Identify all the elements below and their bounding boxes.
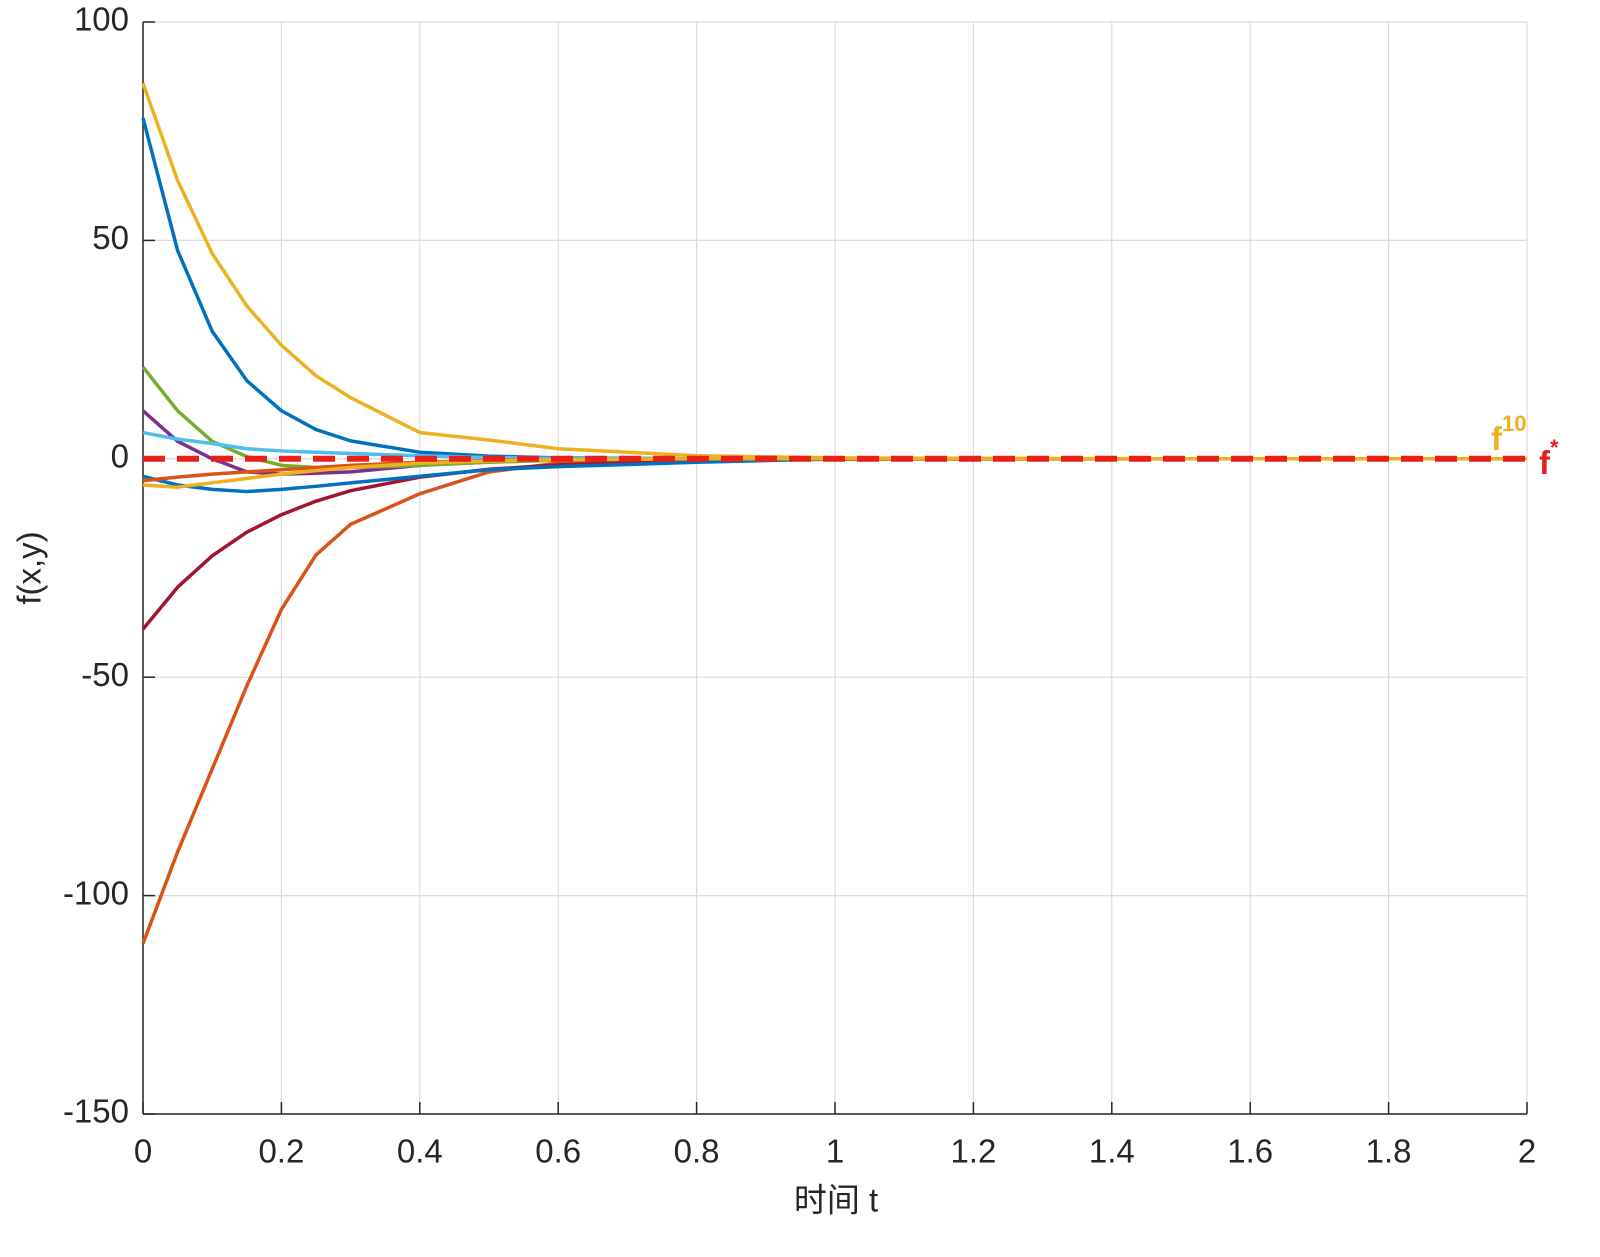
y-tick-label: -50: [81, 656, 129, 693]
series-label-text: f: [1539, 444, 1551, 481]
y-tick-label: 100: [74, 1, 129, 38]
x-tick-label: 0: [134, 1133, 152, 1170]
y-tick-label: 0: [111, 438, 129, 475]
y-tick-label: 50: [92, 219, 129, 256]
x-tick-label: 0.8: [674, 1133, 720, 1170]
x-tick-label: 0.4: [397, 1133, 443, 1170]
x-tick-label: 2: [1518, 1133, 1536, 1170]
y-tick-label: -100: [63, 874, 129, 911]
series-line: [142, 457, 1527, 489]
y-axis-label: f(x,y): [11, 531, 48, 604]
y-tick-label: -150: [63, 1093, 129, 1130]
x-tick-label: 1.8: [1366, 1133, 1412, 1170]
x-axis-label: 时间 t: [794, 1182, 878, 1219]
series-label-text: f: [1491, 420, 1503, 457]
x-tick-label: 1: [826, 1133, 844, 1170]
x-tick-label: 0.2: [258, 1133, 304, 1170]
x-tick-label: 1.2: [950, 1133, 996, 1170]
series-label: f*: [1539, 435, 1559, 481]
x-tick-label: 0.6: [535, 1133, 581, 1170]
x-tick-label: 1.6: [1227, 1133, 1273, 1170]
x-tick-label: 1.4: [1089, 1133, 1135, 1170]
series-label-sup: 10: [1502, 411, 1526, 436]
series-label: f10: [1491, 411, 1526, 457]
series-label-sup: *: [1550, 435, 1559, 460]
